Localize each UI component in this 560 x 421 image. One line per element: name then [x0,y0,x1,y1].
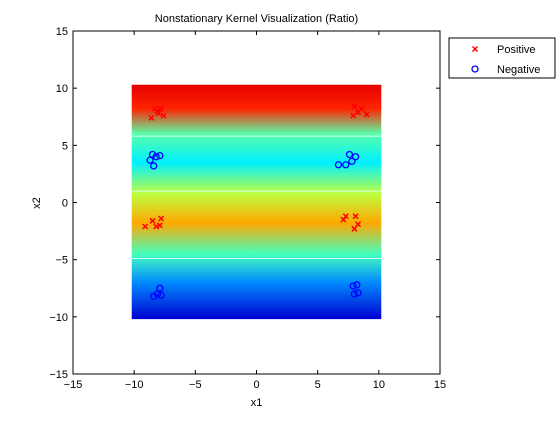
positive-point [351,103,358,110]
y-tick-label: −15 [49,369,68,381]
marker-stroke [355,221,362,228]
chart-title: Nonstationary Kernel Visualization (Rati… [155,13,358,25]
negative-point [153,290,162,298]
positive-point [154,108,161,115]
negative-point [152,153,160,161]
x-tick-label: 5 [315,379,321,391]
marker-stroke [352,213,359,220]
positive-point [160,112,167,119]
legend: Positive Negative [448,37,556,79]
x-tick-label: −10 [125,379,144,391]
marker-stroke [160,112,167,119]
marker-stroke [158,105,165,112]
contour-lines [131,135,382,260]
marker-stroke [149,217,156,224]
legend-markers [471,45,479,73]
y-tick-label: 15 [56,26,68,38]
x-tick-label: 0 [253,379,259,391]
negative-point [351,153,360,161]
y-axis-label: x2 [31,197,43,209]
heatmap [131,84,382,320]
negative-point [353,281,361,289]
legend-marker-negative [471,65,479,73]
positive-point [355,221,362,228]
y-tick-label: 0 [62,198,68,210]
positive-point [342,213,349,220]
marker-stroke [342,213,349,220]
x-tick-label: −5 [189,379,202,391]
negative-point [150,292,158,300]
positive-point [148,114,155,121]
positive-point [149,217,156,224]
negative-point [157,291,165,299]
axis-ticks: −15 −10 −5 0 5 10 15 −15 −10 −5 0 5 10 15 [49,26,446,391]
x-tick-label: 15 [434,379,446,391]
positive-point [158,215,165,222]
negative-point [345,150,354,159]
positive-point [352,213,359,220]
heatmap-image [131,84,382,320]
data-points [142,103,370,300]
marker-stroke [155,110,162,117]
positive-point [358,105,365,112]
negative-point [350,290,359,298]
positive-point [350,112,357,119]
legend-label-positive: Positive [497,44,536,56]
negative-point [349,282,357,290]
negative-point [354,289,362,297]
positive-point [363,111,370,118]
y-tick-label: 5 [62,140,68,152]
negative-point [334,161,343,169]
x-tick-label: 10 [373,379,385,391]
marker-stroke [350,112,357,119]
legend-box [448,37,556,79]
marker-stroke [142,223,149,230]
y-tick-label: 10 [56,83,68,95]
marker-stroke [153,223,160,230]
negative-point [148,150,157,159]
marker-stroke [363,111,370,118]
y-tick-label: −10 [49,312,68,324]
negative-point [150,162,158,170]
negative-point [146,156,154,164]
positive-point [158,105,165,112]
legend-marker-positive [471,45,479,53]
positive-point [156,222,163,229]
marker-stroke [158,215,165,222]
negative-point [156,151,164,160]
negative-point [348,157,356,165]
marker-stroke [358,105,365,112]
marker-stroke [148,114,155,121]
y-tick-label: −5 [55,255,68,267]
legend-label-negative: Negative [497,64,540,76]
marker-stroke [154,108,161,115]
marker-stroke [351,103,358,110]
positive-point [142,223,149,230]
negative-point [342,161,350,169]
marker-stroke [156,222,163,229]
x-tick-label: −15 [64,379,83,391]
negative-point [156,284,164,292]
x-axis-label: x1 [251,397,263,409]
